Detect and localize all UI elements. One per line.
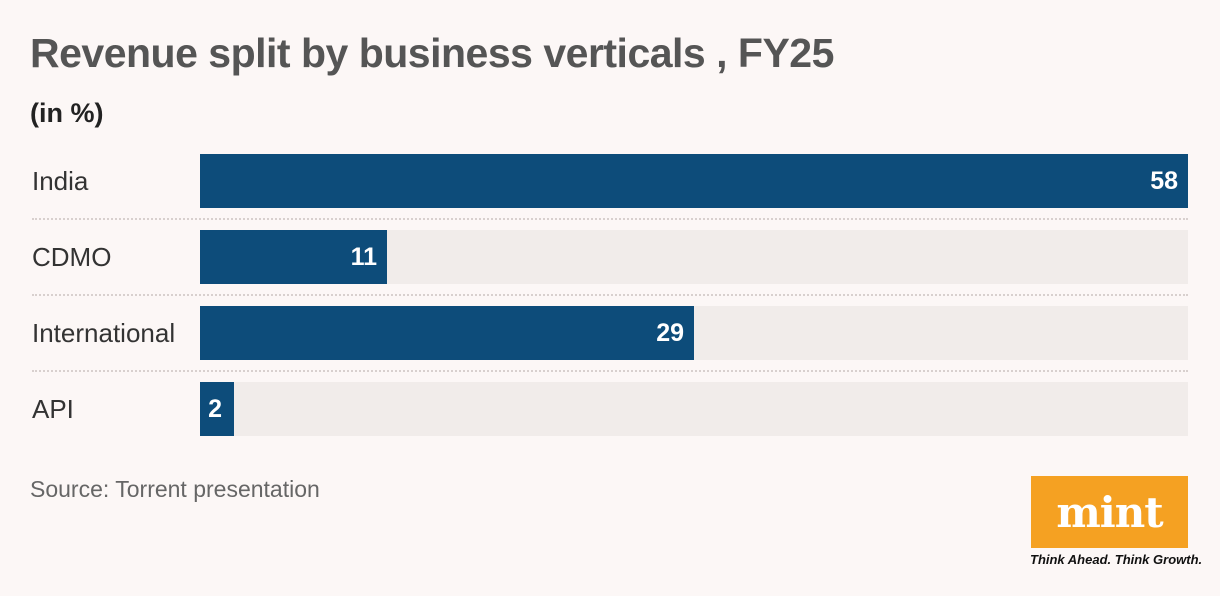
chart-title: Revenue split by business verticals , FY… [30,30,834,76]
source-note: Source: Torrent presentation [30,476,320,502]
category-label: International [32,318,176,348]
bar-track: 2 [200,382,1188,436]
bar: 58 [200,154,1188,208]
bar: 29 [200,306,694,360]
bar: 11 [200,230,387,284]
logo-text: mint [1056,487,1163,537]
bar-value-label: 2 [208,395,222,423]
category-label: API [32,394,74,424]
bar-track: 11 [200,230,1188,284]
logo-tagline: Think Ahead. Think Growth. [1030,552,1203,567]
bar-track: 29 [200,306,1188,360]
row-separator [32,370,1188,372]
bar: 2 [200,382,234,436]
row-separator [32,294,1188,296]
bar-value-label: 58 [1150,167,1178,195]
mint-logo: mint [1031,476,1188,548]
chart-subtitle: (in %) [30,98,104,128]
bar-track: 58 [200,154,1188,208]
category-label: CDMO [32,242,112,272]
bar-value-label: 11 [350,243,377,271]
bar-value-label: 29 [656,319,684,347]
row-separator [32,218,1188,220]
category-label: India [32,166,89,196]
